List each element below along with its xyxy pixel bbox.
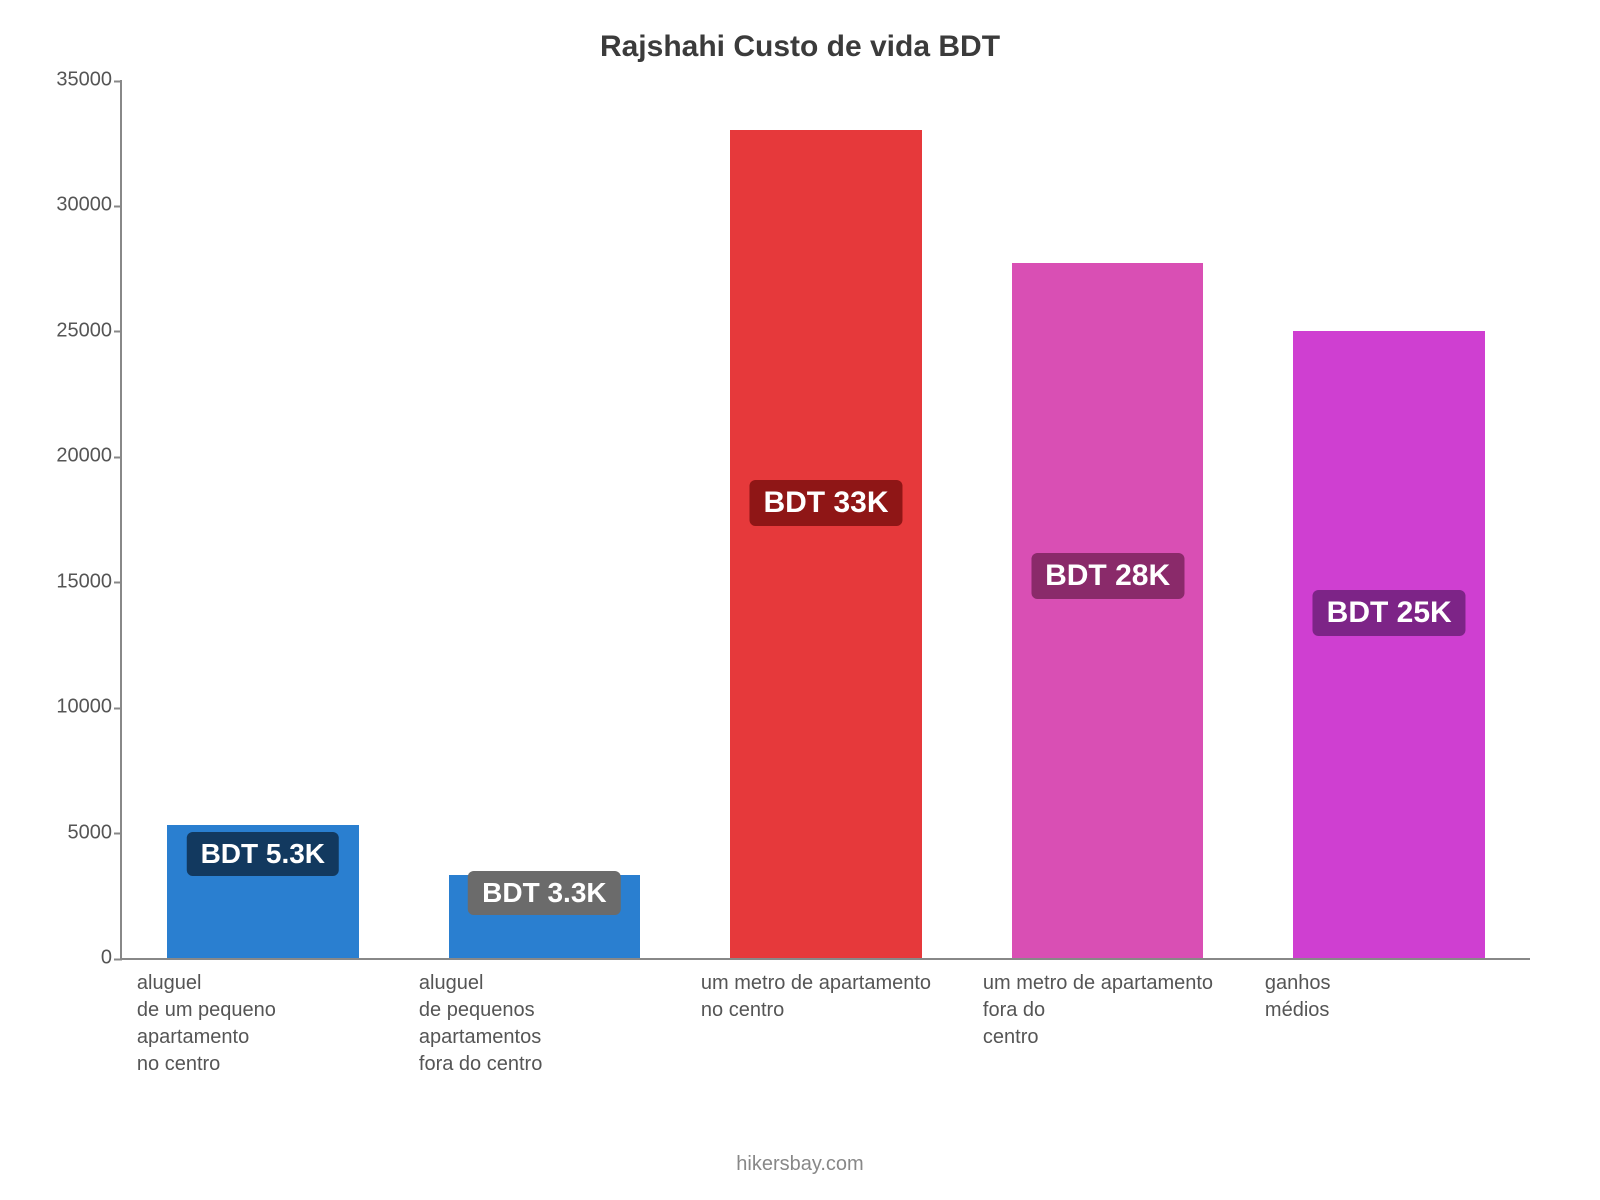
x-label: um metro de apartamento no centro (684, 970, 966, 1024)
y-tick: 0 (42, 947, 112, 970)
bar-avg_earnings (1293, 331, 1484, 958)
bar-slot: BDT 33K (685, 80, 967, 958)
bar-slot: BDT 28K (967, 80, 1249, 958)
attribution-text: hikersbay.com (0, 1153, 1600, 1176)
plot-area: BDT 5.3KBDT 3.3KBDT 33KBDT 28KBDT 25K 05… (120, 80, 1530, 960)
x-axis-labels: aluguel de um pequeno apartamento no cen… (120, 970, 1530, 1130)
y-tick: 10000 (42, 696, 112, 719)
chart-title: Rajshahi Custo de vida BDT (40, 30, 1560, 64)
bar-slot: BDT 3.3K (404, 80, 686, 958)
x-label: aluguel de pequenos apartamentos fora do… (402, 970, 684, 1078)
bars-layer: BDT 5.3K BDT 3.3K BDT 33K BDT 28K BDT 25K (122, 80, 1530, 958)
x-label: aluguel de um pequeno apartamento no cen… (120, 970, 402, 1078)
bar-value-label: BDT 5.3K (187, 832, 339, 876)
y-tick: 15000 (42, 570, 112, 593)
bar-slot: BDT 5.3K (122, 80, 404, 958)
x-label: um metro de apartamento fora do centro (966, 970, 1248, 1051)
y-tick: 30000 (42, 194, 112, 217)
bar-value-label: BDT 25K (1313, 590, 1466, 636)
y-tick: 35000 (42, 69, 112, 92)
bar-value-label: BDT 33K (749, 480, 902, 526)
bar-sqm_outside (1012, 263, 1203, 958)
bar-sqm_center (730, 130, 921, 958)
y-tick: 25000 (42, 319, 112, 342)
x-label: ganhos médios (1248, 970, 1530, 1024)
bar-slot: BDT 25K (1248, 80, 1530, 958)
chart-container: Rajshahi Custo de vida BDT BDT 5.3K BDT 3… (0, 0, 1600, 1200)
y-tick: 5000 (42, 821, 112, 844)
bar-value-label: BDT 3.3K (468, 871, 620, 915)
y-tick: 20000 (42, 445, 112, 468)
bar-value-label: BDT 28K (1031, 553, 1184, 599)
